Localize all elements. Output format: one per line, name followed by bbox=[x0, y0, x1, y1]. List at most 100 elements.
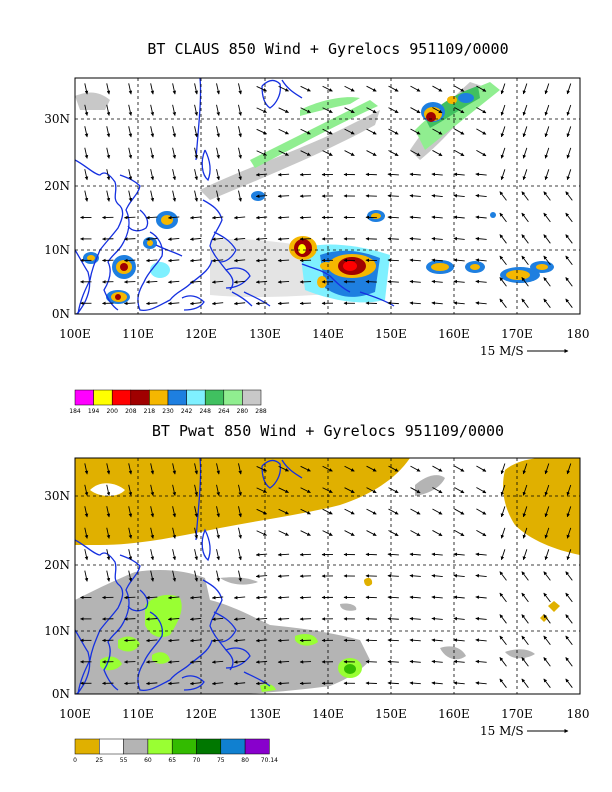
wind-vector-arrow bbox=[522, 83, 528, 95]
x-tick-label: 120E bbox=[185, 327, 217, 341]
wind-vector-arrow bbox=[277, 301, 290, 306]
wind-vector-arrow bbox=[194, 126, 199, 138]
wind-vector-arrow bbox=[475, 301, 487, 305]
wind-vector-arrow bbox=[344, 465, 355, 472]
wind-vector-arrow bbox=[522, 506, 528, 518]
wind-vector-arrow bbox=[566, 104, 572, 116]
x-tick-label: 180 bbox=[567, 707, 590, 721]
wind-vector-arrow bbox=[189, 301, 202, 306]
wind-vector-arrow bbox=[167, 660, 180, 664]
wind-vector-arrow bbox=[211, 301, 224, 306]
wind-vector-arrow bbox=[566, 83, 572, 95]
wind-vector-arrow bbox=[278, 465, 289, 472]
cloud-cluster-orange bbox=[470, 264, 480, 270]
wind-vector-arrow bbox=[233, 638, 246, 643]
cloud-band-gray bbox=[200, 110, 380, 200]
wind-vector-arrow bbox=[500, 484, 506, 496]
colorbar-label: 288 bbox=[255, 408, 267, 415]
wind-vector-arrow bbox=[277, 574, 290, 578]
wind-vector-arrow bbox=[387, 301, 399, 305]
wind-vector-arrow bbox=[278, 85, 289, 92]
wind-vector-arrow bbox=[238, 169, 242, 181]
wind-vector-arrow bbox=[431, 616, 443, 621]
x-tick-label: 110E bbox=[122, 327, 154, 341]
wind-vector-arrow bbox=[543, 614, 551, 624]
wind-vector-arrow bbox=[521, 298, 529, 308]
wind-vector-arrow bbox=[128, 527, 133, 539]
wind-vector-arrow bbox=[543, 298, 551, 308]
wind-vector-arrow bbox=[194, 147, 199, 159]
wind-vector-arrow bbox=[84, 190, 89, 202]
wind-vector-arrow bbox=[566, 506, 572, 518]
wind-vector-arrow bbox=[432, 465, 443, 472]
wind-vector-arrow bbox=[453, 172, 465, 177]
wind-vector-arrow bbox=[453, 595, 465, 600]
colorbar-label: 230 bbox=[162, 408, 174, 415]
wind-vector-arrow bbox=[387, 638, 399, 643]
bottom-panel-title: BT Pwat 850 Wind + Gyrelocs 951109/0000 bbox=[152, 422, 504, 440]
cloud-cluster-darkred bbox=[426, 112, 436, 122]
colorbar-label: 55 bbox=[120, 757, 128, 764]
y-tick-label: 0N bbox=[52, 307, 70, 321]
y-tick-label: 10N bbox=[44, 624, 70, 638]
x-tick-label: 170E bbox=[501, 707, 533, 721]
wind-vector-arrow bbox=[431, 258, 443, 262]
wind-vector-arrow bbox=[106, 190, 111, 202]
wind-vector-arrow bbox=[409, 552, 421, 557]
wind-vector-arrow bbox=[167, 681, 180, 686]
wind-vector-arrow bbox=[255, 574, 268, 578]
wind-vector-arrow bbox=[84, 147, 89, 159]
wind-vector-arrow bbox=[475, 638, 487, 642]
wind-vector-arrow bbox=[544, 83, 550, 95]
wind-vector-arrow bbox=[124, 301, 136, 306]
wind-vector-arrow bbox=[454, 150, 465, 157]
wind-vector-arrow bbox=[278, 150, 289, 156]
wind-vector-arrow bbox=[278, 107, 289, 113]
wind-vector-arrow bbox=[409, 638, 421, 642]
wind-vector-arrow bbox=[521, 212, 529, 223]
wind-vector-arrow bbox=[278, 530, 289, 536]
colorbar-label: 264 bbox=[218, 408, 230, 415]
colorbar-swatch bbox=[149, 389, 169, 406]
wind-vector-arrow bbox=[300, 530, 311, 536]
wind-vector-arrow bbox=[543, 191, 551, 201]
wind-vector-arrow bbox=[453, 638, 465, 642]
wind-vector-arrow bbox=[124, 595, 136, 600]
colorbar-label: 75 bbox=[217, 757, 225, 764]
wind-vector-arrow bbox=[278, 487, 289, 493]
wind-vector-arrow bbox=[543, 678, 551, 688]
wind-vector-arrow bbox=[238, 549, 242, 561]
wind-vector-arrow bbox=[146, 258, 158, 263]
wind-vector-arrow bbox=[454, 487, 465, 494]
x-tick-label: 150E bbox=[375, 327, 407, 341]
colorbar-label: 208 bbox=[125, 408, 137, 415]
cloud-cluster-orange bbox=[87, 255, 95, 261]
wind-vector-arrow bbox=[410, 487, 421, 494]
wind-vector-arrow bbox=[167, 617, 180, 621]
wind-vector-arrow bbox=[277, 660, 290, 664]
colorbar-swatch bbox=[147, 738, 173, 755]
x-tick-label: 140E bbox=[312, 327, 344, 341]
x-tick-label: 150E bbox=[375, 707, 407, 721]
wind-vector-arrow bbox=[500, 147, 506, 159]
cloud-cluster-orange bbox=[506, 270, 530, 280]
colorbar-swatch bbox=[74, 389, 94, 406]
y-tick-label: 10N bbox=[44, 243, 70, 257]
wind-vectors-bottom bbox=[80, 463, 573, 688]
colorbar-label: 70.14 bbox=[261, 757, 278, 764]
wind-vector-arrow bbox=[388, 107, 399, 114]
wind-vector-arrow bbox=[453, 616, 465, 621]
wind-vector-arrow bbox=[565, 277, 573, 287]
wind-vector-arrow bbox=[344, 128, 355, 135]
wind-vector-arrow bbox=[255, 194, 268, 198]
wind-vector-arrow bbox=[522, 527, 528, 539]
wind-vector-arrow bbox=[410, 530, 421, 537]
wind-vector-arrow bbox=[432, 85, 443, 92]
wind-vector-arrow bbox=[475, 236, 487, 241]
wind-vector-arrow bbox=[211, 681, 224, 686]
wind-vector-arrow bbox=[410, 128, 421, 135]
wind-vector-arrow bbox=[150, 104, 155, 116]
wind-vector-arrow bbox=[431, 638, 443, 642]
wind-vector-arrow bbox=[211, 237, 224, 241]
wind-vector-arrow bbox=[544, 506, 550, 518]
